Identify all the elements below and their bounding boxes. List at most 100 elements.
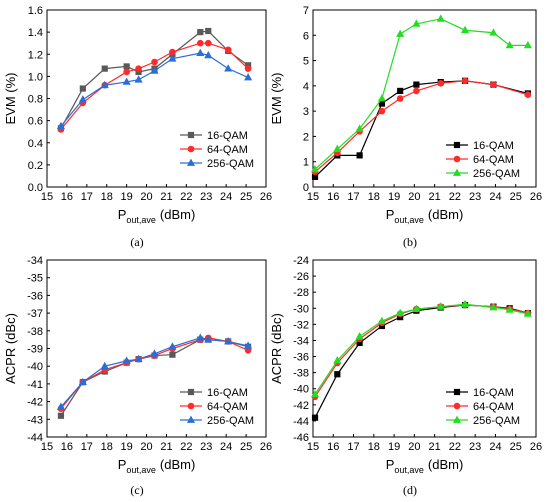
- x-tick-label: 15: [41, 441, 53, 453]
- x-tick-label: 20: [408, 441, 420, 453]
- x-tick-label: 24: [220, 191, 232, 203]
- x-tick-label: 19: [121, 191, 133, 203]
- x-tick-label: 19: [388, 441, 400, 453]
- data-point: [310, 389, 320, 398]
- x-tick-label: 22: [449, 191, 461, 203]
- data-point: [151, 58, 158, 66]
- panel-caption: (d): [403, 483, 417, 497]
- x-tick-label: 20: [408, 191, 420, 203]
- x-tick-label: 19: [388, 191, 400, 203]
- y-axis-label: ACPR (dBc): [269, 313, 284, 384]
- x-tick-label: 21: [429, 191, 441, 203]
- x-axis-label-sub: out,ave: [394, 465, 424, 475]
- plot-frame: [312, 259, 537, 438]
- legend-label: 64-QAM: [207, 144, 248, 156]
- y-tick-label: -26: [293, 271, 309, 283]
- series-line: [314, 303, 529, 395]
- x-tick-label: 21: [160, 441, 172, 453]
- data-point: [204, 39, 212, 47]
- data-point: [505, 305, 514, 313]
- data-point: [122, 77, 131, 85]
- data-point: [197, 39, 204, 47]
- data-point: [78, 377, 87, 386]
- data-point: [224, 336, 233, 345]
- y-tick-label: -41: [27, 379, 43, 391]
- data-point: [169, 351, 176, 358]
- x-axis-label-unit: (dBm): [160, 457, 195, 472]
- legend-marker: [187, 402, 195, 410]
- y-axis-label: EVM (%): [3, 73, 18, 125]
- y-tick-label: -37: [27, 308, 43, 320]
- y-tick-label: -34: [27, 255, 43, 267]
- data-point: [377, 94, 386, 102]
- legend-marker: [187, 388, 195, 396]
- x-tick-label: 22: [180, 191, 192, 203]
- data-point: [396, 308, 405, 316]
- x-tick-label: 18: [368, 191, 380, 203]
- y-tick-label: -32: [293, 319, 309, 331]
- y-tick-label: -38: [293, 368, 309, 380]
- data-point: [490, 81, 497, 88]
- y-tick-label: -44: [293, 416, 309, 428]
- chart-panel-c: 15 16 17 18 19 20 21 22 23 24 25 26 -44 -43 -42 -41 -40 -…: [3, 255, 272, 497]
- data-point: [505, 40, 514, 49]
- legend-label: 256-QAM: [473, 168, 520, 180]
- plot-frame: [312, 9, 537, 188]
- x-tick-label: 18: [101, 191, 113, 203]
- x-tick-label: 23: [469, 441, 481, 453]
- series-64-qam: [57, 39, 252, 133]
- data-point: [397, 87, 404, 95]
- data-point: [355, 124, 364, 132]
- x-tick-label: 21: [160, 191, 172, 203]
- data-point: [489, 303, 498, 311]
- data-point: [204, 50, 213, 59]
- y-tick-label: 1.6: [28, 5, 43, 17]
- y-tick-label: 0.2: [28, 160, 43, 172]
- chart-panel-b: 15 16 17 18 19 20 21 22 23 24 25 2601234567Pout,ave…: [269, 5, 542, 249]
- y-tick-label: -38: [27, 326, 43, 338]
- y-tick-label: 1.4: [28, 27, 43, 39]
- x-tick-label: 17: [81, 191, 93, 203]
- data-point: [460, 299, 470, 308]
- data-point: [311, 414, 319, 421]
- legend-marker: [187, 145, 195, 153]
- x-tick-label: 26: [530, 191, 542, 203]
- x-tick-label: 17: [347, 441, 359, 453]
- x-axis-label: Pout,ave (dBm): [386, 207, 464, 225]
- x-tick-label: 26: [260, 191, 272, 203]
- legend: 16-QAM 64-QAM 256-QAM: [446, 140, 520, 180]
- legend: 16-QAM 64-QAM 256-QAM: [180, 130, 254, 170]
- y-axis-label: EVM (%): [269, 73, 284, 125]
- x-tick-label: 23: [469, 191, 481, 203]
- x-tick-label: 24: [220, 441, 232, 453]
- legend-marker: [187, 131, 195, 139]
- data-point: [489, 28, 498, 36]
- legend-marker: [453, 402, 461, 410]
- data-point: [56, 121, 65, 130]
- data-point: [205, 27, 212, 35]
- y-tick-label: -39: [27, 344, 43, 356]
- y-tick-label: -35: [27, 273, 43, 285]
- data-point: [334, 371, 341, 378]
- data-point: [134, 75, 143, 83]
- x-tick-label: 25: [510, 191, 522, 203]
- legend-marker: [453, 141, 461, 149]
- x-tick-label: 20: [140, 191, 152, 203]
- legend-label: 64-QAM: [207, 401, 248, 413]
- series-line: [314, 80, 529, 173]
- x-tick-label: 26: [260, 441, 272, 453]
- x-axis-label-unit: (dBm): [160, 207, 195, 222]
- x-tick-label: 22: [180, 441, 192, 453]
- y-tick-label: 0.0: [28, 182, 43, 194]
- legend-label: 256-QAM: [207, 415, 254, 427]
- legend-label: 16-QAM: [207, 387, 248, 399]
- x-tick-label: 16: [327, 191, 339, 203]
- x-tick-label: 16: [61, 441, 73, 453]
- x-tick-label: 25: [240, 191, 252, 203]
- data-point: [123, 68, 130, 76]
- data-point: [168, 54, 177, 62]
- series-256-qam: [56, 48, 253, 130]
- legend-marker: [452, 415, 462, 423]
- data-point: [122, 356, 131, 364]
- legend: 16-QAM 64-QAM 256-QAM: [446, 387, 520, 427]
